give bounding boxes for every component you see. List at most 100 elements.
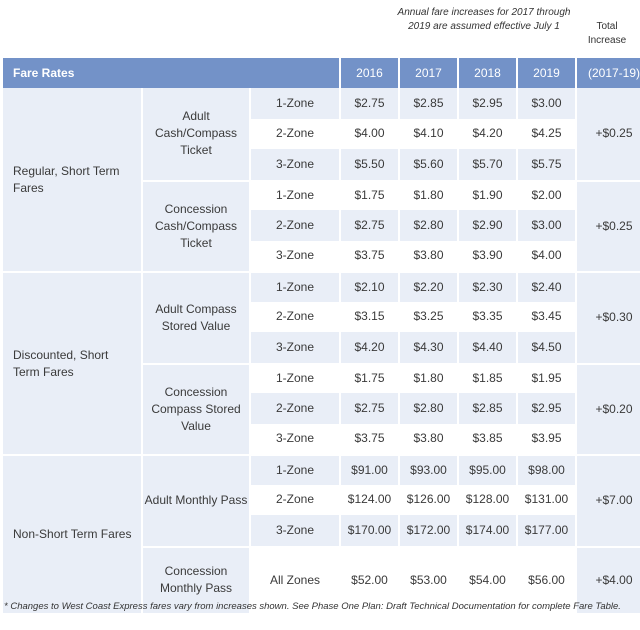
fare-cell: $98.00 <box>518 454 575 485</box>
fare-cell: $3.80 <box>400 423 457 454</box>
zone-label: 1-Zone <box>251 454 339 485</box>
fare-cell: $2.20 <box>400 271 457 302</box>
fare-cell: $4.10 <box>400 118 457 149</box>
fare-cell: $1.80 <box>400 362 457 393</box>
total-increase-cell: +$7.00 <box>577 454 640 546</box>
fare-cell: $4.00 <box>341 118 398 149</box>
total-increase-cell: +$4.00 <box>577 545 640 613</box>
year-2016-header: 2016 <box>341 58 398 88</box>
subgroup-adult-stored-value: Adult Compass Stored Value <box>143 271 249 363</box>
fare-cell: $3.45 <box>518 301 575 332</box>
fare-cell: $2.80 <box>400 393 457 424</box>
total-increase-cell: +$0.25 <box>577 179 640 271</box>
subgroup-adult-cash-compass: Adult Cash/Compass Ticket <box>143 88 249 180</box>
fare-cell: $3.00 <box>518 210 575 241</box>
fare-cell: $56.00 <box>518 545 575 613</box>
fare-cell: $2.75 <box>341 88 398 119</box>
zone-label: 1-Zone <box>251 179 339 210</box>
group-non-short-term: Non-Short Term Fares <box>3 454 141 613</box>
fare-rates-header: Fare Rates <box>3 58 339 88</box>
subgroup-concession-cash-compass: Concession Cash/Compass Ticket <box>143 179 249 271</box>
fare-cell: $2.80 <box>400 210 457 241</box>
fare-cell: $1.90 <box>459 179 516 210</box>
fare-cell: $2.85 <box>400 88 457 119</box>
fare-cell: $5.60 <box>400 149 457 180</box>
zone-label: 1-Zone <box>251 271 339 302</box>
total-period-header: (2017-19) <box>577 58 640 88</box>
fare-cell: $2.30 <box>459 271 516 302</box>
fare-cell: $170.00 <box>341 515 398 546</box>
zone-label: 3-Zone <box>251 332 339 363</box>
fare-cell: $174.00 <box>459 515 516 546</box>
year-2019-header: 2019 <box>518 58 575 88</box>
fare-cell: $4.50 <box>518 332 575 363</box>
zone-label: 3-Zone <box>251 515 339 546</box>
annual-increase-note: Annual fare increases for 2017 through 2… <box>397 7 571 32</box>
fare-cell: $3.75 <box>341 423 398 454</box>
fare-cell: $4.25 <box>518 118 575 149</box>
fare-cell: $91.00 <box>341 454 398 485</box>
fare-cell: $5.70 <box>459 149 516 180</box>
fare-cell: $2.00 <box>518 179 575 210</box>
fare-cell: $1.75 <box>341 362 398 393</box>
fare-cell: $3.85 <box>459 423 516 454</box>
group-discounted: Discounted, Short Term Fares <box>3 271 141 454</box>
fare-cell: $124.00 <box>341 484 398 515</box>
fare-table: Fare Rates 2016 2017 2018 2019 (2017-19)… <box>3 58 640 613</box>
fare-cell: $2.10 <box>341 271 398 302</box>
zone-label: 2-Zone <box>251 393 339 424</box>
fare-cell: $3.80 <box>400 240 457 271</box>
fare-cell: $3.00 <box>518 88 575 119</box>
fare-cell: $4.40 <box>459 332 516 363</box>
fare-cell: $3.75 <box>341 240 398 271</box>
fare-cell: $128.00 <box>459 484 516 515</box>
fare-cell: $3.95 <box>518 423 575 454</box>
fare-cell: $4.20 <box>459 118 516 149</box>
total-increase-cell: +$0.25 <box>577 88 640 180</box>
fare-cell: $1.80 <box>400 179 457 210</box>
total-increase-cell: +$0.20 <box>577 362 640 454</box>
fare-cell: $126.00 <box>400 484 457 515</box>
fare-cell: $1.75 <box>341 179 398 210</box>
zone-label: 2-Zone <box>251 118 339 149</box>
zone-label: 2-Zone <box>251 301 339 332</box>
subgroup-concession-monthly-pass: Concession Monthly Pass <box>143 545 249 613</box>
fare-cell: $5.75 <box>518 149 575 180</box>
zone-label: 1-Zone <box>251 362 339 393</box>
fare-cell: $2.75 <box>341 393 398 424</box>
total-increase-header: Total Increase <box>587 21 627 46</box>
fare-cell: $4.00 <box>518 240 575 271</box>
fare-cell: $131.00 <box>518 484 575 515</box>
zone-label: All Zones <box>251 545 339 613</box>
zone-label: 3-Zone <box>251 423 339 454</box>
fare-cell: $53.00 <box>400 545 457 613</box>
fare-cell: $93.00 <box>400 454 457 485</box>
zone-label: 2-Zone <box>251 484 339 515</box>
fare-cell: $54.00 <box>459 545 516 613</box>
zone-label: 2-Zone <box>251 210 339 241</box>
fare-cell: $177.00 <box>518 515 575 546</box>
total-increase-cell: +$0.30 <box>577 271 640 363</box>
fare-cell: $2.85 <box>459 393 516 424</box>
zone-label: 3-Zone <box>251 240 339 271</box>
fare-cell: $1.85 <box>459 362 516 393</box>
fare-cell: $4.30 <box>400 332 457 363</box>
fare-cell: $52.00 <box>341 545 398 613</box>
fare-cell: $5.50 <box>341 149 398 180</box>
fare-cell: $3.25 <box>400 301 457 332</box>
fare-cell: $3.35 <box>459 301 516 332</box>
fare-cell: $2.95 <box>518 393 575 424</box>
zone-label: 1-Zone <box>251 88 339 119</box>
year-2018-header: 2018 <box>459 58 516 88</box>
fare-cell: $2.95 <box>459 88 516 119</box>
fare-cell: $95.00 <box>459 454 516 485</box>
fare-cell: $1.95 <box>518 362 575 393</box>
fare-cell: $2.90 <box>459 210 516 241</box>
zone-label: 3-Zone <box>251 149 339 180</box>
fare-cell: $3.15 <box>341 301 398 332</box>
fare-cell: $2.75 <box>341 210 398 241</box>
fare-cell: $4.20 <box>341 332 398 363</box>
fare-cell: $3.90 <box>459 240 516 271</box>
group-regular: Regular, Short Term Fares <box>3 88 141 271</box>
fare-cell: $172.00 <box>400 515 457 546</box>
